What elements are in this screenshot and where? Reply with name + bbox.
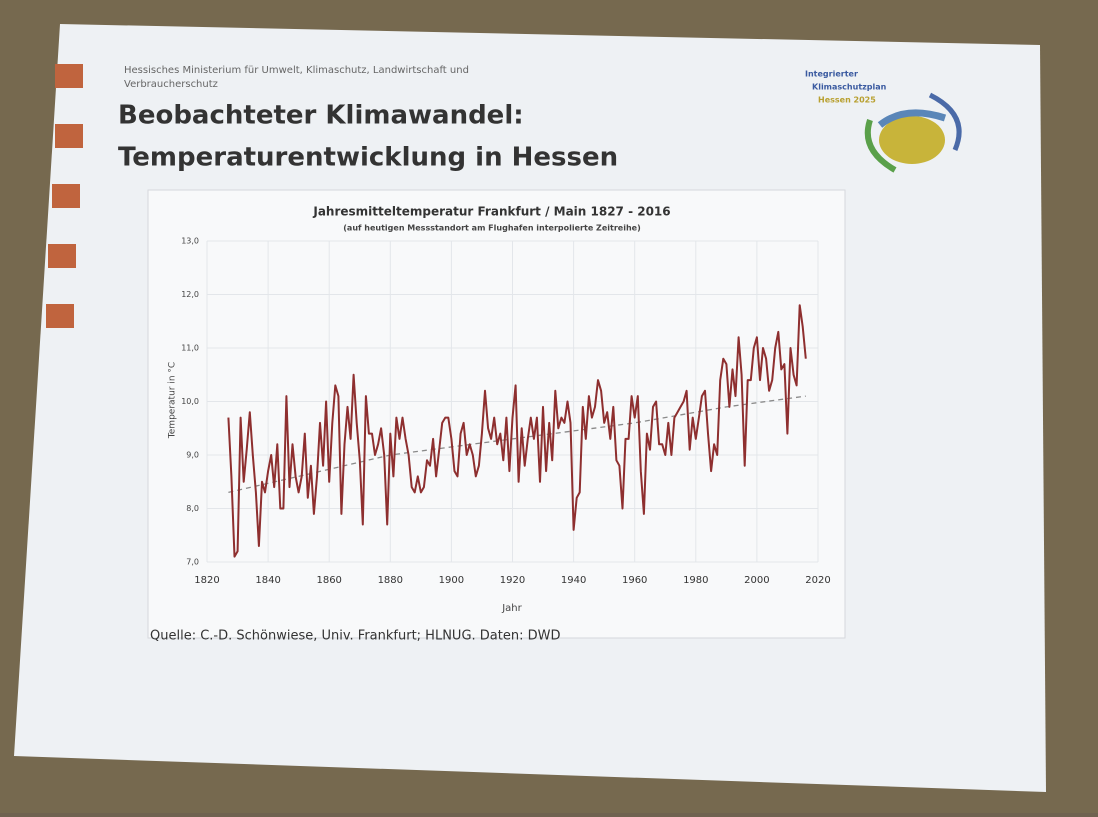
x-tick-label: 1860	[316, 575, 341, 586]
y-axis-label: Temperatur in °C	[168, 362, 178, 439]
slide-title: Beobachteter Klimawandel:	[118, 101, 524, 131]
slide-title: Temperaturentwicklung in Hessen	[118, 143, 618, 173]
x-tick-label: 1900	[439, 575, 464, 586]
x-tick-label: 1980	[683, 575, 708, 586]
logo-text: Integrierter	[805, 70, 858, 79]
y-tick-label: 11,0	[181, 344, 199, 353]
chart-subtitle: (auf heutigen Messstandort am Flughafen …	[343, 224, 640, 233]
x-tick-label: 1840	[255, 575, 280, 586]
tab	[48, 244, 76, 268]
trend-line	[228, 395, 806, 494]
x-tick-label: 2020	[805, 575, 830, 586]
logo	[864, 119, 897, 173]
chart-frame	[147, 189, 846, 639]
logo	[879, 116, 945, 164]
logo-text: Hessen 2025	[818, 96, 876, 105]
ministry: Verbraucherschutz	[124, 79, 218, 90]
x-tick-label: 1960	[622, 575, 647, 586]
plot: 7,0 8,0 9,0 10,0 11,0 12,0 13,0 1820 1840 1860 188…	[181, 237, 831, 587]
ministry: Hessisches Ministerium für Umwelt, Klima…	[124, 65, 469, 76]
y-tick-label: 8,0	[186, 504, 199, 513]
x-tick-label: 2000	[744, 575, 769, 586]
y-tick-label: 13,0	[181, 237, 199, 246]
y-tick-label: 12,0	[181, 290, 199, 299]
x-tick-label: 1920	[500, 575, 525, 586]
data-line	[227, 304, 807, 558]
y-tick-label: 7,0	[186, 558, 199, 567]
tab	[55, 64, 83, 88]
x-tick-label: 1880	[378, 575, 403, 586]
tab	[55, 124, 83, 148]
x-axis-label: Jahr	[501, 603, 522, 614]
tab	[52, 184, 80, 208]
source: Quelle: C.-D. Schönwiese, Univ. Frankfur…	[150, 629, 560, 644]
logo	[877, 109, 947, 128]
y-tick-label: 10,0	[181, 397, 199, 406]
x-tick-label: 1940	[561, 575, 586, 586]
logo-text: Klimaschutzplan	[812, 83, 887, 92]
y-tick-label: 9,0	[186, 451, 199, 460]
tab	[46, 304, 74, 328]
chart-title: Jahresmitteltemperatur Frankfurt / Main …	[312, 205, 670, 219]
x-tick-label: 1820	[194, 575, 219, 586]
logo	[928, 92, 962, 151]
